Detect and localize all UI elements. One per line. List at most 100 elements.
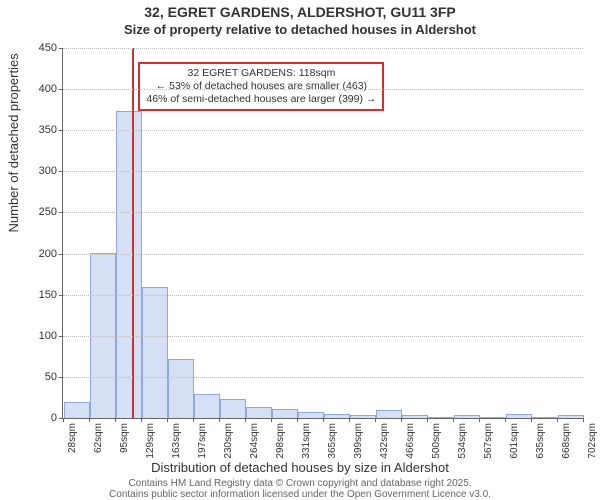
x-tick-label: 264sqm: [249, 423, 260, 459]
x-tick-label: 534sqm: [457, 423, 468, 459]
x-tick-mark: [245, 418, 246, 422]
x-tick-label: 500sqm: [431, 423, 442, 459]
callout-line1: 32 EGRET GARDENS: 118sqm: [146, 67, 376, 80]
gridline: [63, 336, 583, 337]
histogram-bar: [506, 414, 532, 418]
gridline: [63, 171, 583, 172]
y-tick-mark: [59, 212, 63, 213]
histogram-bar: [324, 414, 350, 418]
x-tick-label: 298sqm: [275, 423, 286, 459]
histogram-bar: [428, 417, 454, 418]
x-tick-label: 62sqm: [93, 423, 104, 453]
x-tick-label: 702sqm: [587, 423, 598, 459]
histogram-bar: [376, 410, 402, 418]
page-title-line1: 32, EGRET GARDENS, ALDERSHOT, GU11 3FP: [0, 4, 600, 20]
y-tick-mark: [59, 295, 63, 296]
y-tick-mark: [59, 377, 63, 378]
x-tick-mark: [271, 418, 272, 422]
footnote-line1: Contains HM Land Registry data © Crown c…: [128, 478, 471, 489]
histogram-bar: [272, 409, 298, 418]
gridline: [63, 89, 583, 90]
histogram-bar: [558, 415, 584, 418]
histogram-bar: [454, 415, 480, 418]
footnote: Contains HM Land Registry data © Crown c…: [0, 478, 600, 500]
y-tick-label: 450: [39, 42, 57, 54]
x-tick-mark: [323, 418, 324, 422]
histogram-plot: 32 EGRET GARDENS: 118sqm ← 53% of detach…: [62, 48, 583, 419]
histogram-bar: [350, 415, 376, 418]
y-tick-mark: [59, 89, 63, 90]
y-tick-mark: [59, 130, 63, 131]
x-tick-mark: [141, 418, 142, 422]
y-tick-label: 150: [39, 289, 57, 301]
histogram-bar: [64, 402, 90, 418]
gridline: [63, 254, 583, 255]
x-tick-mark: [375, 418, 376, 422]
y-tick-label: 400: [39, 83, 57, 95]
x-tick-mark: [531, 418, 532, 422]
y-tick-mark: [59, 171, 63, 172]
histogram-bar: [480, 417, 506, 418]
y-tick-label: 250: [39, 206, 57, 218]
x-tick-mark: [583, 418, 584, 422]
histogram-bar: [402, 415, 428, 418]
x-tick-label: 230sqm: [223, 423, 234, 459]
x-tick-label: 567sqm: [483, 423, 494, 459]
x-tick-label: 129sqm: [145, 423, 156, 459]
x-tick-label: 432sqm: [379, 423, 390, 459]
histogram-bar: [142, 287, 168, 418]
y-tick-mark: [59, 48, 63, 49]
x-tick-label: 331sqm: [301, 423, 312, 459]
x-tick-mark: [219, 418, 220, 422]
footnote-line2: Contains public sector information licen…: [109, 489, 491, 500]
x-tick-label: 635sqm: [535, 423, 546, 459]
x-tick-label: 28sqm: [67, 423, 78, 453]
histogram-bar: [220, 399, 246, 418]
x-tick-mark: [115, 418, 116, 422]
y-tick-label: 300: [39, 165, 57, 177]
y-tick-mark: [59, 336, 63, 337]
callout-line2: ← 53% of detached houses are smaller (46…: [146, 80, 376, 93]
x-tick-mark: [89, 418, 90, 422]
x-tick-mark: [349, 418, 350, 422]
histogram-bar: [246, 407, 272, 418]
x-tick-label: 163sqm: [171, 423, 182, 459]
gridline: [63, 377, 583, 378]
x-tick-label: 399sqm: [353, 423, 364, 459]
marker-line: [132, 48, 134, 418]
x-tick-mark: [557, 418, 558, 422]
x-tick-label: 365sqm: [327, 423, 338, 459]
x-tick-mark: [193, 418, 194, 422]
x-tick-label: 466sqm: [405, 423, 416, 459]
x-tick-mark: [479, 418, 480, 422]
x-tick-mark: [401, 418, 402, 422]
y-tick-label: 350: [39, 124, 57, 136]
y-tick-label: 50: [45, 371, 57, 383]
histogram-bar: [532, 417, 558, 418]
histogram-bar: [298, 412, 324, 418]
y-tick-label: 200: [39, 248, 57, 260]
x-tick-mark: [63, 418, 64, 422]
y-tick-label: 100: [39, 330, 57, 342]
x-axis-label: Distribution of detached houses by size …: [0, 460, 600, 475]
x-tick-label: 601sqm: [509, 423, 520, 459]
histogram-bar: [168, 359, 194, 418]
x-tick-mark: [167, 418, 168, 422]
x-tick-mark: [505, 418, 506, 422]
x-tick-label: 197sqm: [197, 423, 208, 459]
gridline: [63, 295, 583, 296]
callout-box: 32 EGRET GARDENS: 118sqm ← 53% of detach…: [138, 62, 384, 111]
y-tick-label: 0: [51, 412, 57, 424]
gridline: [63, 48, 583, 49]
y-tick-mark: [59, 254, 63, 255]
x-tick-label: 95sqm: [119, 423, 130, 453]
x-tick-mark: [297, 418, 298, 422]
gridline: [63, 130, 583, 131]
x-tick-mark: [453, 418, 454, 422]
callout-line3: 46% of semi-detached houses are larger (…: [146, 93, 376, 106]
histogram-bar: [116, 111, 142, 418]
x-tick-label: 668sqm: [561, 423, 572, 459]
y-axis-label: Number of detached properties: [6, 53, 21, 232]
x-tick-mark: [427, 418, 428, 422]
histogram-bar: [194, 394, 220, 418]
